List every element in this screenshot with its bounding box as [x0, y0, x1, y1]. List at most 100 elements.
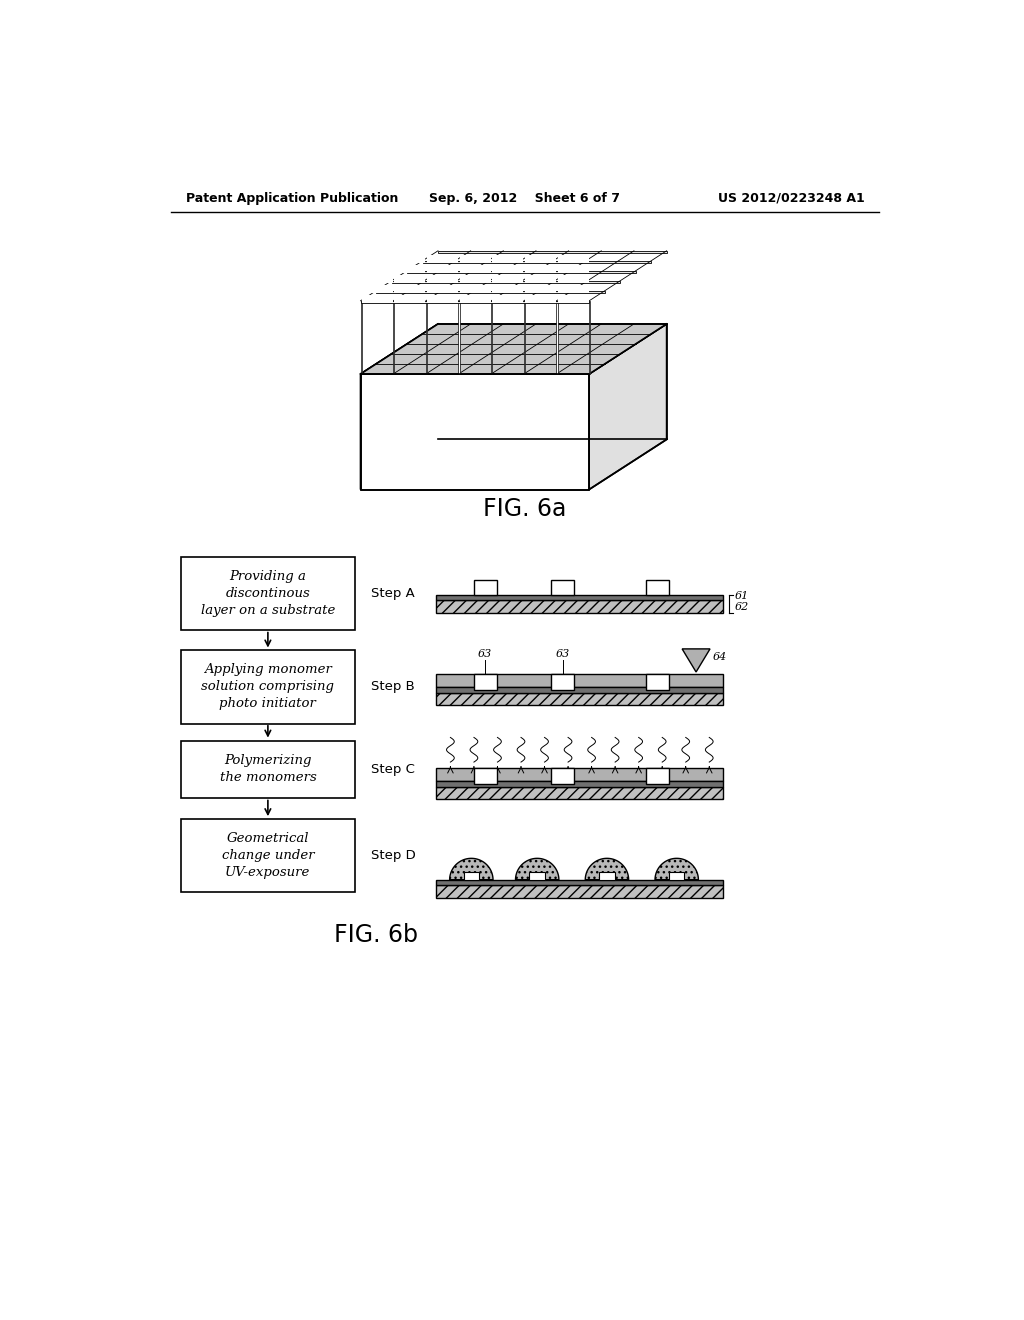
- Polygon shape: [529, 873, 545, 880]
- Polygon shape: [180, 557, 355, 631]
- Polygon shape: [394, 285, 425, 293]
- Polygon shape: [558, 276, 589, 282]
- Text: 64: 64: [713, 652, 727, 661]
- Polygon shape: [361, 285, 393, 293]
- Polygon shape: [558, 255, 589, 263]
- Polygon shape: [180, 651, 355, 723]
- Polygon shape: [438, 251, 667, 253]
- Text: Step B: Step B: [371, 680, 415, 693]
- Polygon shape: [558, 265, 589, 273]
- Polygon shape: [436, 880, 723, 886]
- Polygon shape: [655, 858, 698, 880]
- Polygon shape: [436, 693, 723, 705]
- Text: Sep. 6, 2012    Sheet 6 of 7: Sep. 6, 2012 Sheet 6 of 7: [429, 191, 621, 205]
- Polygon shape: [361, 255, 393, 263]
- Polygon shape: [459, 301, 460, 374]
- Polygon shape: [427, 255, 458, 263]
- Polygon shape: [589, 301, 590, 374]
- Polygon shape: [426, 301, 427, 374]
- Polygon shape: [646, 768, 669, 784]
- Polygon shape: [376, 290, 604, 293]
- Text: 62: 62: [735, 602, 750, 611]
- Polygon shape: [464, 873, 479, 880]
- Polygon shape: [493, 265, 523, 273]
- Polygon shape: [474, 579, 497, 595]
- Polygon shape: [551, 579, 574, 595]
- Polygon shape: [525, 255, 556, 263]
- Text: Step A: Step A: [371, 587, 415, 601]
- Polygon shape: [474, 675, 497, 689]
- Polygon shape: [391, 281, 621, 284]
- Polygon shape: [586, 858, 629, 880]
- Text: Geometrical
change under
UV-exposure: Geometrical change under UV-exposure: [221, 832, 314, 879]
- Polygon shape: [493, 296, 523, 304]
- Polygon shape: [599, 873, 614, 880]
- Polygon shape: [436, 675, 723, 688]
- Polygon shape: [525, 265, 556, 273]
- Polygon shape: [589, 323, 667, 490]
- Polygon shape: [360, 323, 438, 490]
- Polygon shape: [493, 285, 523, 293]
- Polygon shape: [436, 781, 723, 787]
- Text: Providing a
discontinous
layer on a substrate: Providing a discontinous layer on a subs…: [201, 570, 335, 616]
- Polygon shape: [551, 675, 574, 689]
- Polygon shape: [669, 873, 684, 880]
- Polygon shape: [558, 285, 589, 293]
- Polygon shape: [474, 768, 497, 784]
- Polygon shape: [436, 886, 723, 898]
- Polygon shape: [492, 301, 493, 374]
- Text: 63: 63: [556, 649, 570, 659]
- Polygon shape: [525, 296, 556, 304]
- Text: Step C: Step C: [371, 763, 415, 776]
- Polygon shape: [556, 301, 558, 374]
- Polygon shape: [361, 276, 393, 282]
- Polygon shape: [436, 595, 723, 601]
- Polygon shape: [423, 261, 651, 263]
- Polygon shape: [394, 276, 425, 282]
- Polygon shape: [460, 296, 490, 304]
- Polygon shape: [427, 265, 458, 273]
- Polygon shape: [646, 675, 669, 689]
- Polygon shape: [525, 285, 556, 293]
- Text: FIG. 6a: FIG. 6a: [483, 496, 566, 521]
- Polygon shape: [394, 255, 425, 263]
- Polygon shape: [360, 301, 589, 304]
- Polygon shape: [180, 741, 355, 799]
- Polygon shape: [460, 265, 490, 273]
- Polygon shape: [436, 688, 723, 693]
- Polygon shape: [361, 296, 393, 304]
- Text: US 2012/0223248 A1: US 2012/0223248 A1: [718, 191, 864, 205]
- Polygon shape: [360, 301, 361, 374]
- Polygon shape: [524, 301, 525, 374]
- Polygon shape: [361, 265, 393, 273]
- Polygon shape: [493, 255, 523, 263]
- Text: Polymerizing
the monomers: Polymerizing the monomers: [219, 754, 316, 784]
- Polygon shape: [515, 858, 559, 880]
- Polygon shape: [460, 276, 490, 282]
- Text: Step D: Step D: [371, 849, 416, 862]
- Polygon shape: [525, 276, 556, 282]
- Text: 61: 61: [735, 591, 750, 601]
- Text: Applying monomer
solution comprising
photo initiator: Applying monomer solution comprising pho…: [202, 663, 335, 710]
- Polygon shape: [682, 649, 710, 672]
- Polygon shape: [360, 374, 589, 490]
- Polygon shape: [450, 858, 493, 880]
- Polygon shape: [427, 296, 458, 304]
- Polygon shape: [427, 285, 458, 293]
- Polygon shape: [393, 301, 394, 374]
- Polygon shape: [436, 601, 723, 612]
- Polygon shape: [427, 276, 458, 282]
- Polygon shape: [394, 296, 425, 304]
- Polygon shape: [394, 265, 425, 273]
- Polygon shape: [460, 255, 490, 263]
- Polygon shape: [360, 323, 667, 374]
- Polygon shape: [180, 818, 355, 892]
- Polygon shape: [436, 768, 723, 781]
- Polygon shape: [646, 579, 669, 595]
- Text: Patent Application Publication: Patent Application Publication: [186, 191, 398, 205]
- Polygon shape: [460, 285, 490, 293]
- Polygon shape: [493, 276, 523, 282]
- Polygon shape: [558, 296, 589, 304]
- Text: 63: 63: [478, 649, 493, 659]
- Polygon shape: [436, 787, 723, 799]
